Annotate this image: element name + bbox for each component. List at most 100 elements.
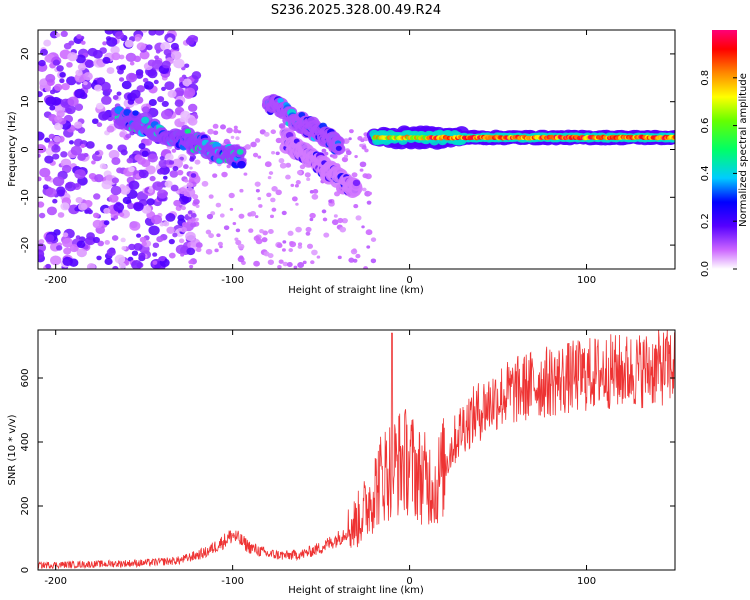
- spectrogram-cell: [110, 185, 122, 196]
- spectrogram-cell: [304, 172, 311, 178]
- spectrogram-cell: [309, 217, 314, 222]
- spectrogram-cell: [180, 110, 191, 120]
- spectrogram-cell: [138, 252, 146, 259]
- spectrogram-cell: [172, 165, 179, 172]
- spectrogram-cell: [205, 248, 213, 255]
- spectrogram-cell: [337, 217, 344, 224]
- spectrogram-cell: [76, 34, 82, 39]
- spectrogram-cell: [38, 131, 45, 141]
- spectrogram-cell: [295, 180, 301, 185]
- spectrogram-cell: [92, 49, 103, 59]
- spectrogram-cell: [267, 259, 275, 265]
- spectrogram-cell: [269, 214, 275, 219]
- snr-x-tick-label: 100: [577, 576, 596, 587]
- spectrogram-cell: [62, 232, 69, 238]
- snr-x-tick-label: -200: [44, 576, 67, 587]
- spectrogram-cell: [237, 243, 245, 250]
- spectrogram-cell: [184, 178, 189, 183]
- spectrogram-y-tick-label: 20: [20, 48, 31, 61]
- snr-frame: [37, 329, 676, 571]
- spectrogram-cell: [120, 149, 128, 156]
- spectrogram-image: [38, 30, 675, 269]
- spectrogram-cell: [370, 237, 377, 242]
- spectrogram-cell: [94, 174, 104, 183]
- colorbar-tick-label: 0.6: [700, 118, 711, 134]
- spectrogram-cell: [116, 167, 124, 174]
- spectrogram-cell: [168, 238, 175, 245]
- spectrogram-cell: [331, 219, 339, 226]
- spectrogram-cell: [56, 65, 64, 72]
- spectrogram-cell: [297, 244, 303, 249]
- spectrogram-cell: [254, 138, 261, 143]
- spectrogram-cell: [108, 194, 119, 203]
- spectrogram-cell: [83, 153, 89, 158]
- spectrogram-cell: [44, 137, 51, 143]
- spectrogram-cell: [190, 222, 197, 228]
- snr-y-tick-label: 0: [20, 567, 31, 573]
- spectrogram-cell: [127, 99, 135, 105]
- spectrogram-cell: [188, 103, 198, 112]
- spectrogram-cell: [98, 111, 110, 121]
- spectrogram-cell: [216, 233, 221, 238]
- spectrogram-cell: [74, 169, 86, 180]
- spectrogram-cell: [171, 158, 183, 169]
- spectrogram-background: [38, 30, 675, 269]
- spectrogram-cell: [141, 150, 149, 157]
- colorbar-tick-label: 0.2: [700, 213, 711, 229]
- spectrogram-cell: [38, 153, 41, 158]
- spectrogram-cell: [166, 226, 175, 234]
- spectrogram-cell: [50, 255, 62, 266]
- spectrogram-cell: [83, 81, 88, 86]
- spectrogram-cell: [182, 78, 192, 87]
- snr-y-tick-label: 600: [20, 368, 31, 387]
- spectrogram-cell: [131, 260, 143, 269]
- colorbar-gradient: [712, 30, 737, 269]
- spectrogram-cell: [139, 236, 147, 243]
- spectrogram-cell: [77, 153, 86, 161]
- spectrogram-cell: [63, 247, 72, 255]
- spectrogram-x-tick-label: 0: [406, 275, 412, 286]
- spectrogram-cell: [114, 254, 126, 264]
- spectrogram-cell: [258, 204, 263, 208]
- spectrogram-cell: [293, 265, 298, 269]
- spectrogram-cell: [45, 263, 51, 269]
- spectrogram-cell: [93, 212, 100, 219]
- spectrogram-cell: [271, 186, 278, 192]
- spectrogram-cell: [266, 192, 272, 198]
- spectrogram-y-tick-label: -20: [20, 237, 31, 253]
- spectrogram-cell: [278, 259, 284, 264]
- spectrogram-cell: [186, 247, 196, 256]
- spectrogram-cell: [152, 242, 160, 249]
- snr-y-tick-label: 200: [20, 496, 31, 515]
- spectrogram-cell: [75, 54, 86, 64]
- spectrogram-cell: [254, 181, 261, 187]
- spectrogram-cell: [84, 59, 95, 68]
- spectrogram-cell: [119, 212, 125, 217]
- spectrogram-cell: [254, 215, 259, 219]
- spectrogram-cell: [178, 187, 187, 195]
- spectrogram-cell: [137, 157, 146, 165]
- spectrogram-cell: [104, 240, 110, 245]
- spectrogram-cell: [352, 179, 361, 187]
- spectrogram-cell: [63, 42, 72, 50]
- spectrogram-cell: [46, 206, 58, 216]
- snr-y-label: SNR (10 * v/v): [7, 414, 18, 485]
- spectrogram-cell: [279, 162, 287, 169]
- spectrogram-cell: [232, 221, 237, 226]
- spectrogram-cell: [248, 228, 254, 233]
- spectrogram-cell: [54, 83, 63, 91]
- spectrogram-cell: [145, 44, 153, 51]
- spectrogram-cell: [159, 256, 166, 262]
- spectrogram-cell: [365, 229, 373, 236]
- spectrogram-cell: [113, 202, 125, 212]
- spectrogram-cell: [235, 239, 242, 246]
- spectrogram-cell: [45, 73, 56, 83]
- spectrogram-cell: [359, 161, 367, 168]
- spectrogram-cell: [233, 125, 238, 130]
- spectrogram-cell: [194, 159, 201, 165]
- spectrogram-cell: [48, 133, 55, 140]
- spectrogram-x-tick-label: 100: [577, 275, 596, 286]
- spectrogram-cell: [323, 232, 330, 238]
